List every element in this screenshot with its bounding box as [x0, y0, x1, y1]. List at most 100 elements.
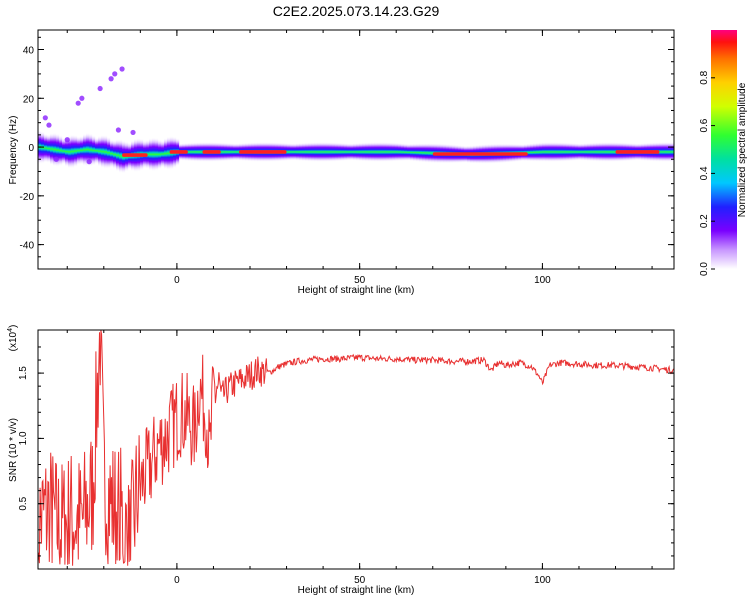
heatmap-column	[236, 143, 240, 161]
heatmap-column	[371, 142, 375, 162]
heatmap-column	[668, 141, 672, 162]
heatmap-column	[353, 143, 357, 161]
heatmap-column	[200, 142, 204, 162]
heatmap-column	[569, 142, 573, 162]
heatmap-column	[557, 142, 561, 162]
heatmap-column	[227, 142, 231, 162]
heatmap-column	[344, 142, 348, 161]
heatmap-column	[146, 139, 150, 170]
heatmap-column	[536, 142, 540, 162]
heatmap-column	[308, 142, 312, 162]
heatmap-blob	[108, 76, 114, 82]
colorbar-tick-label: 0.4	[699, 166, 710, 180]
heatmap-column	[398, 142, 402, 162]
heatmap-column	[152, 137, 156, 172]
heatmap-column	[110, 139, 114, 168]
heatmap-column	[329, 142, 333, 162]
heatmap-blob	[115, 127, 122, 133]
heatmap-column	[47, 134, 51, 163]
heatmap-column	[53, 132, 57, 167]
heatmap-blob	[97, 85, 103, 92]
heatmap-column	[422, 143, 426, 163]
heatmap-column	[527, 143, 531, 162]
heatmap-column	[338, 142, 342, 162]
snr-ytick-label: 1.0	[18, 431, 29, 445]
heatmap-column	[305, 142, 309, 162]
heatmap-column	[158, 139, 162, 170]
heatmap-column	[662, 141, 666, 162]
heatmap-column	[191, 142, 195, 162]
spectrogram-ticks: 0 50 100 40 20 0 -20 -40	[20, 30, 674, 286]
heatmap-column	[566, 142, 570, 162]
snr-multiplier-base: (x10	[8, 331, 19, 351]
heatmap-column	[62, 137, 66, 165]
heatmap-column	[428, 143, 432, 163]
heatmap-blob	[130, 129, 136, 136]
colorbar-scale	[711, 30, 737, 269]
heatmap-column	[377, 141, 381, 162]
heatmap-column	[404, 143, 408, 161]
heatmap-core	[615, 150, 660, 154]
spectrogram-ytick-label: 20	[23, 94, 35, 105]
heatmap-column	[389, 142, 393, 162]
heatmap-column	[539, 142, 543, 162]
heatmap-column	[161, 140, 165, 168]
heatmap-column	[299, 142, 303, 162]
heatmap-column	[194, 142, 198, 162]
heatmap-column	[608, 141, 612, 162]
spectrogram-xtick-label: 0	[174, 275, 180, 286]
heatmap-core	[432, 152, 528, 156]
heatmap-column	[365, 142, 369, 162]
heatmap-column	[350, 143, 354, 161]
heatmap-column	[413, 143, 417, 162]
heatmap-column	[65, 136, 69, 167]
heatmap-blob	[42, 115, 48, 121]
heatmap-column	[230, 143, 234, 161]
colorbar-tick-label: 0.0	[699, 262, 710, 276]
heatmap-column	[293, 143, 297, 161]
snr-xtick-label: 100	[534, 575, 551, 586]
heatmap-core	[202, 150, 221, 154]
heatmap-column	[188, 142, 192, 162]
heatmap-column	[224, 142, 228, 162]
snr-ytick-label: 1.5	[18, 366, 29, 380]
heatmap-column	[587, 142, 591, 162]
heatmap-column	[401, 143, 405, 162]
heatmap-column	[659, 142, 663, 162]
heatmap-column	[416, 143, 420, 162]
heatmap-column	[323, 141, 327, 162]
spectrogram-xlabel: Height of straight line (km)	[298, 285, 415, 296]
heatmap-blob	[64, 137, 70, 143]
heatmap-column	[332, 142, 336, 162]
heatmap-column	[545, 141, 549, 162]
heatmap-column	[314, 142, 318, 162]
heatmap-column	[296, 143, 300, 161]
colorbar-label: Normalized spectral amplitude	[737, 82, 748, 217]
svg-text:(x104): (x104)	[7, 325, 19, 352]
heatmap-column	[74, 134, 78, 168]
heatmap-column	[533, 142, 537, 162]
heatmap-blob	[75, 100, 81, 106]
heatmap-core	[169, 150, 188, 154]
heatmap-column	[602, 142, 606, 162]
spectrogram-ytick-label: 0	[28, 143, 34, 154]
heatmap-column	[164, 137, 168, 170]
heatmap-column	[584, 142, 588, 161]
spectrogram-xtick-label: 100	[534, 275, 551, 286]
heatmap-column	[548, 141, 552, 162]
spectrogram-ytick-label: 40	[23, 46, 35, 57]
heatmap-column	[83, 133, 87, 167]
heatmap-blob	[112, 71, 118, 77]
heatmap-column	[359, 142, 363, 162]
heatmap-column	[551, 141, 555, 162]
heatmap-column	[665, 141, 669, 162]
colorbar-tick-label: 0.2	[699, 214, 710, 228]
heatmap-column	[155, 137, 159, 171]
heatmap-column	[290, 143, 294, 161]
heatmap-column	[581, 143, 585, 161]
heatmap-blob	[53, 156, 59, 162]
heatmap-column	[380, 141, 384, 162]
heatmap-column	[368, 142, 372, 162]
heatmap-column	[419, 143, 423, 163]
heatmap-column	[542, 142, 546, 162]
